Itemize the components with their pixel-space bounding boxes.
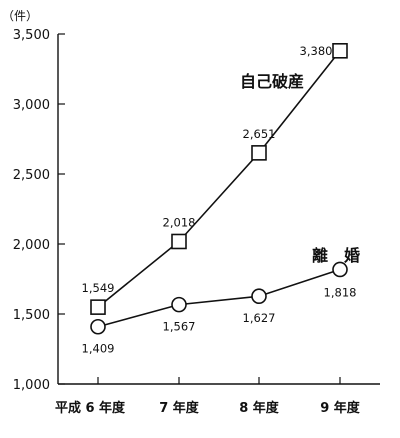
y-tick-label: 1,500 <box>13 308 50 323</box>
x-tick-label: 7 年度 <box>159 400 200 416</box>
bankruptcy-value-label: 1,549 <box>82 281 115 295</box>
bankruptcy-point <box>332 42 348 59</box>
divorce-point <box>251 288 267 305</box>
x-tick-label: 8 年度 <box>239 400 280 416</box>
bankruptcy-point <box>171 233 187 250</box>
divorce-value-label: 1,818 <box>324 285 357 299</box>
divorce-value-label: 1,409 <box>82 342 115 356</box>
divorce-point <box>332 261 348 278</box>
x-tick-label: 平成 6 年度 <box>55 400 126 416</box>
bankruptcy-point <box>90 299 106 315</box>
divorce-point <box>171 296 187 313</box>
y-ticks: 1,000 1,500 2,000 2,500 3,000 3,500 <box>13 28 65 393</box>
series-layer: 1,549 2,018 2,651 3,380 1,409 1,567 1,627 1,818… <box>82 42 360 356</box>
y-tick-label: 3,000 <box>13 98 50 113</box>
divorce-series-label: 離 婚 <box>312 246 360 265</box>
x-tick-label: 9 年度 <box>320 400 361 416</box>
bankruptcy-line <box>97 50 341 308</box>
y-tick-label: 3,500 <box>13 28 50 43</box>
bankruptcy-point <box>251 145 267 161</box>
divorce-point <box>90 318 106 335</box>
divorce-line <box>97 268 341 328</box>
bankruptcy-value-label: 3,380 <box>300 44 333 58</box>
y-unit-label: （件） <box>2 9 38 23</box>
bankruptcy-value-label: 2,018 <box>163 215 196 229</box>
y-tick-label: 1,000 <box>13 378 50 393</box>
divorce-value-label: 1,567 <box>163 320 196 334</box>
y-tick-label: 2,000 <box>13 238 50 253</box>
x-ticks: 平成 6 年度 7 年度 8 年度 9 年度 <box>55 377 361 416</box>
bankruptcy-value-label: 2,651 <box>243 127 276 141</box>
y-tick-label: 2,500 <box>13 168 50 183</box>
bankruptcy-series-label: 自己破産 <box>240 72 304 91</box>
divorce-value-label: 1,627 <box>243 311 276 325</box>
